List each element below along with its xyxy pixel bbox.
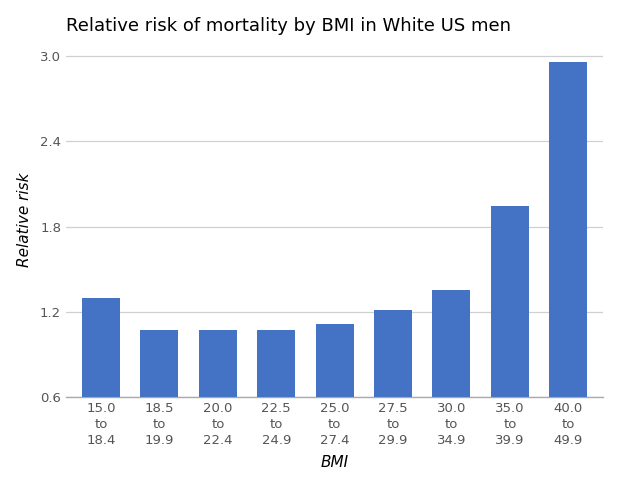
Bar [257, 330, 295, 397]
Bar [549, 62, 587, 397]
Y-axis label: Relative risk: Relative risk [17, 172, 32, 267]
Bar [374, 310, 412, 397]
Bar [433, 290, 471, 397]
Bar [82, 299, 120, 397]
Bar [199, 330, 237, 397]
Bar [141, 330, 179, 397]
Text: Relative risk of mortality by BMI in White US men: Relative risk of mortality by BMI in Whi… [66, 17, 511, 35]
Bar [316, 324, 353, 397]
Bar [491, 206, 529, 397]
X-axis label: BMI: BMI [321, 455, 348, 470]
